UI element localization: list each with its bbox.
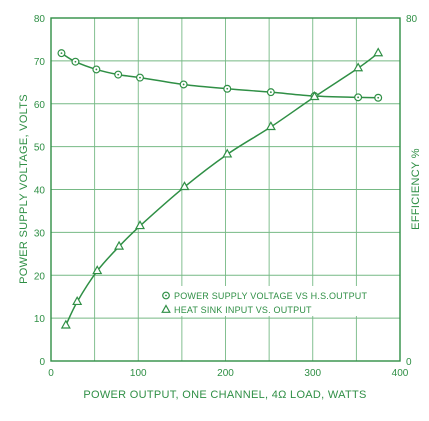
legend-entry-voltage: POWER SUPPLY VOLTAGE VS H.S.OUTPUT	[162, 291, 367, 301]
data-point-triangle	[373, 47, 384, 57]
data-point-triangle	[114, 240, 125, 250]
legend-entry-heatsink: HEAT SINK INPUT VS. OUTPUT	[161, 304, 312, 315]
data-point-triangle	[353, 62, 364, 72]
x-tick-label: 400	[392, 368, 409, 379]
data-point-circle-dot	[117, 73, 120, 76]
x-tick-label: 100	[130, 368, 147, 379]
y-tick-label-left: 40	[34, 186, 46, 197]
legend-background	[156, 286, 386, 316]
series-markers	[57, 47, 384, 329]
data-point-circle-dot	[95, 68, 98, 71]
data-point-triangle	[92, 265, 103, 275]
data-point-triangle	[60, 319, 71, 329]
y-tick-label-left: 50	[34, 143, 46, 154]
data-point-circle-dot	[182, 83, 185, 86]
y-tick-label-right: 80	[406, 14, 418, 25]
data-point-circle-dot	[377, 96, 380, 99]
y-tick-label-left: 20	[34, 271, 46, 282]
y-tick-label-left: 30	[34, 228, 46, 239]
data-point-circle-dot	[139, 76, 141, 79]
y-tick-label-left: 0	[39, 357, 45, 368]
data-point-circle-dot	[74, 60, 77, 63]
data-point-triangle	[134, 220, 146, 230]
data-point-circle-dot	[226, 87, 229, 90]
x-tick-label: 300	[304, 368, 321, 379]
y-tick-label-left: 70	[34, 57, 46, 68]
data-point-triangle	[309, 91, 320, 101]
legend: POWER SUPPLY VOLTAGE VS H.S.OUTPUT HEAT …	[156, 286, 386, 316]
plot-frame	[50, 17, 401, 362]
y-axis-title-left: POWER SUPPLY VOLTAGE, VOLTS	[18, 94, 30, 284]
data-point-circle-dot	[60, 52, 63, 55]
series-line-voltage	[61, 52, 379, 99]
data-point-circle-dot	[357, 96, 360, 99]
triangle-marker-icon	[161, 304, 171, 313]
data-point-triangle	[222, 148, 233, 158]
circle-marker-icon-dot	[165, 294, 167, 297]
circle-marker-icon	[162, 291, 170, 300]
data-point-triangle	[179, 181, 190, 191]
data-point-triangle	[265, 121, 276, 131]
x-tick-label: 200	[217, 368, 234, 379]
y-tick-label-left: 60	[34, 100, 46, 111]
y-tick-label-left: 80	[34, 14, 46, 25]
grid-lines	[51, 18, 400, 361]
legend-label-heatsink: HEAT SINK INPUT VS. OUTPUT	[174, 305, 312, 315]
y-tick-label-left: 10	[34, 314, 46, 325]
legend-label-voltage: POWER SUPPLY VOLTAGE VS H.S.OUTPUT	[174, 291, 367, 301]
x-tick-label: 0	[48, 368, 54, 379]
y-tick-label-right: 0	[406, 357, 412, 368]
y-axis-title-right: EFFICIENCY %	[410, 148, 422, 230]
x-axis-title: POWER OUTPUT, ONE CHANNEL, 4Ω LOAD, WATT…	[83, 389, 366, 401]
data-point-circle-dot	[269, 91, 272, 94]
data-point-triangle	[72, 295, 83, 306]
